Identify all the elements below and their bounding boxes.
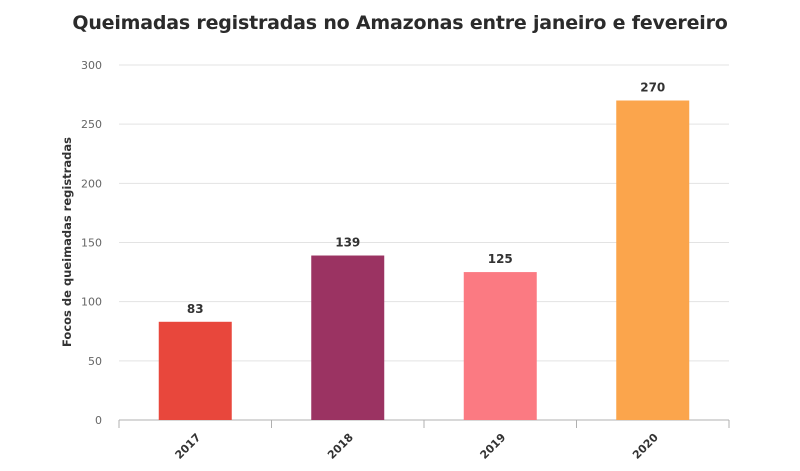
x-tick-label-2019: 2019 (478, 431, 509, 462)
chart-title: Queimadas registradas no Amazonas entre … (72, 12, 728, 34)
y-tick-label: 300 (81, 59, 102, 72)
bar-2020 (616, 100, 690, 420)
y-tick-label: 150 (81, 237, 102, 250)
x-tick-label-2020: 2020 (630, 431, 661, 462)
x-axis-ticks: 2017 2018 2019 2020 (173, 431, 662, 462)
data-labels: 83 139 125 270 (187, 81, 665, 316)
y-axis-ticks: 0 50 100 150 200 250 300 (81, 59, 102, 427)
bar-2017 (158, 321, 232, 420)
y-axis-title: Focos de queimadas registradas (60, 137, 74, 347)
bar-2019 (463, 272, 537, 420)
data-label-2018: 139 (335, 236, 360, 250)
bars (158, 100, 690, 420)
y-tick-label: 250 (81, 118, 102, 131)
x-tick-label-2017: 2017 (173, 431, 204, 462)
y-tick-label: 0 (95, 414, 102, 427)
x-tick-label-2018: 2018 (325, 431, 356, 462)
bar-2018 (311, 255, 385, 420)
data-label-2017: 83 (187, 302, 204, 316)
y-tick-label: 100 (81, 296, 102, 309)
data-label-2020: 270 (640, 81, 665, 95)
data-label-2019: 125 (488, 252, 513, 266)
y-tick-label: 50 (88, 355, 102, 368)
y-tick-label: 200 (81, 177, 102, 190)
x-axis (118, 419, 730, 428)
